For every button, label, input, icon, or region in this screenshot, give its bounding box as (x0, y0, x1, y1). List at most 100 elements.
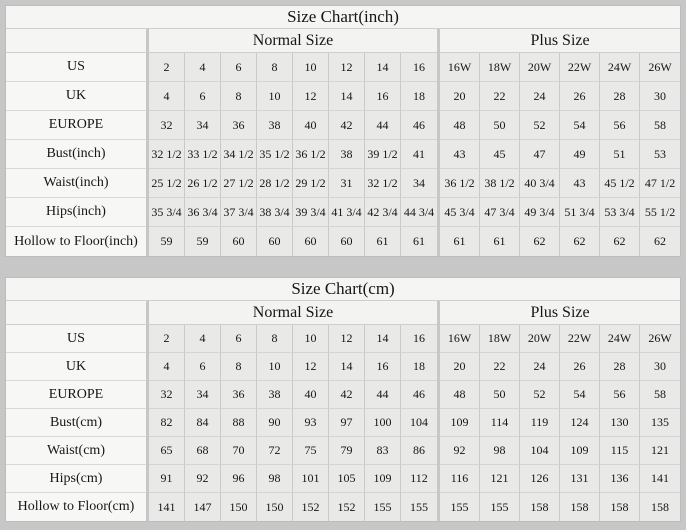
table-row: EUROPE 32 34 36 38 40 42 44 46 48 50 52 54 56 58 (6, 111, 681, 140)
table-row: UK 4 6 8 10 12 14 16 18 20 22 24 26 28 30 (6, 82, 681, 111)
size-cell: 96 (221, 465, 257, 493)
size-chart-inch-table: Size Chart(inch) Normal Size Plus Size US 2 4… (5, 5, 682, 257)
size-cell: 12 (293, 82, 329, 111)
group-header-row: Normal Size Plus Size (6, 301, 681, 325)
column-divider (146, 465, 149, 493)
size-cell: 121 (480, 465, 520, 493)
size-cell: 54 (560, 111, 600, 140)
table-row: Hollow to Floor(inch) 59 59 60 60 60 60 61 61 61 6… (6, 227, 681, 256)
column-divider (146, 437, 149, 465)
size-cell: 35 3/4 (149, 198, 185, 227)
table-row: Bust(inch) 32 1/2 33 1/2 34 1/2 35 1/2 36 1/2… (6, 140, 681, 169)
size-cell: 79 (329, 437, 365, 465)
size-cell: 91 (149, 465, 185, 493)
size-cell: 61 (440, 227, 480, 256)
column-divider (437, 353, 440, 381)
size-cell: 4 (149, 82, 185, 111)
table-row: EUROPE 32 34 36 38 40 42 44 46 48 50 52 54 56 58 (6, 381, 681, 409)
size-cell: 116 (440, 465, 480, 493)
chart-title: Size Chart(cm) (6, 278, 681, 301)
row-label: Hips(inch) (6, 198, 146, 227)
size-cell: 28 1/2 (257, 169, 293, 198)
size-cell: 98 (257, 465, 293, 493)
row-label: Waist(cm) (6, 437, 146, 465)
corner-cell (6, 301, 146, 325)
size-cell: 124 (560, 409, 600, 437)
size-cell: 126 (520, 465, 560, 493)
column-divider (146, 53, 149, 82)
row-label: Hollow to Floor(inch) (6, 227, 146, 256)
size-cell: 72 (257, 437, 293, 465)
size-cell: 59 (149, 227, 185, 256)
size-cell: 48 (440, 381, 480, 409)
size-cell: 16 (365, 82, 401, 111)
size-cell: 28 (600, 82, 640, 111)
column-divider (146, 325, 149, 353)
size-cell: 33 1/2 (185, 140, 221, 169)
size-cell: 54 (560, 381, 600, 409)
size-cell: 35 1/2 (257, 140, 293, 169)
size-cell: 109 (560, 437, 600, 465)
size-cell: 158 (560, 493, 600, 521)
size-cell: 150 (257, 493, 293, 521)
size-cell: 60 (329, 227, 365, 256)
size-cell: 6 (185, 353, 221, 381)
column-divider (146, 227, 149, 256)
size-cell: 46 (401, 111, 437, 140)
size-cell: 141 (640, 465, 681, 493)
size-cell: 26W (640, 325, 681, 353)
table-row: UK 4 6 8 10 12 14 16 18 20 22 24 26 28 30 (6, 353, 681, 381)
size-cell: 34 (401, 169, 437, 198)
size-cell: 18W (480, 53, 520, 82)
column-divider (437, 301, 440, 325)
size-cell: 8 (221, 353, 257, 381)
size-cell: 46 (401, 381, 437, 409)
size-cell: 8 (257, 53, 293, 82)
size-cell: 2 (149, 325, 185, 353)
size-cell: 158 (600, 493, 640, 521)
size-cell: 62 (520, 227, 560, 256)
size-cell: 147 (185, 493, 221, 521)
size-cell: 90 (257, 409, 293, 437)
size-cell: 44 (365, 381, 401, 409)
group-header-row: Normal Size Plus Size (6, 29, 681, 53)
size-cell: 52 (520, 111, 560, 140)
size-cell: 18 (401, 353, 437, 381)
size-cell: 42 (329, 111, 365, 140)
column-divider (437, 409, 440, 437)
size-cell: 101 (293, 465, 329, 493)
size-cell: 42 (329, 381, 365, 409)
size-cell: 131 (560, 465, 600, 493)
size-cell: 26 (560, 353, 600, 381)
size-cell: 44 3/4 (401, 198, 437, 227)
size-cell: 50 (480, 381, 520, 409)
size-cell: 31 (329, 169, 365, 198)
size-cell: 152 (293, 493, 329, 521)
size-cell: 84 (185, 409, 221, 437)
size-cell: 4 (185, 53, 221, 82)
size-cell: 114 (480, 409, 520, 437)
size-cell: 119 (520, 409, 560, 437)
table-row: US 2 4 6 8 10 12 14 16 16W 18W 20W 22W 24W 26W (6, 325, 681, 353)
size-cell: 158 (640, 493, 681, 521)
size-cell: 22W (560, 53, 600, 82)
size-cell: 100 (365, 409, 401, 437)
size-cell: 92 (185, 465, 221, 493)
column-divider (146, 169, 149, 198)
size-cell: 28 (600, 353, 640, 381)
size-cell: 56 (600, 381, 640, 409)
size-cell: 12 (329, 325, 365, 353)
size-cell: 52 (520, 381, 560, 409)
column-divider (437, 111, 440, 140)
size-cell: 25 1/2 (149, 169, 185, 198)
size-cell: 16 (401, 53, 437, 82)
chart-title-row: Size Chart(inch) (6, 6, 681, 29)
size-cell: 24W (600, 53, 640, 82)
table-row: Hollow to Floor(cm) 141 147 150 150 152 152 155… (6, 493, 681, 521)
column-divider (437, 325, 440, 353)
size-cell: 41 (401, 140, 437, 169)
size-cell: 60 (221, 227, 257, 256)
column-divider (146, 409, 149, 437)
size-cell: 26W (640, 53, 681, 82)
size-cell: 4 (149, 353, 185, 381)
